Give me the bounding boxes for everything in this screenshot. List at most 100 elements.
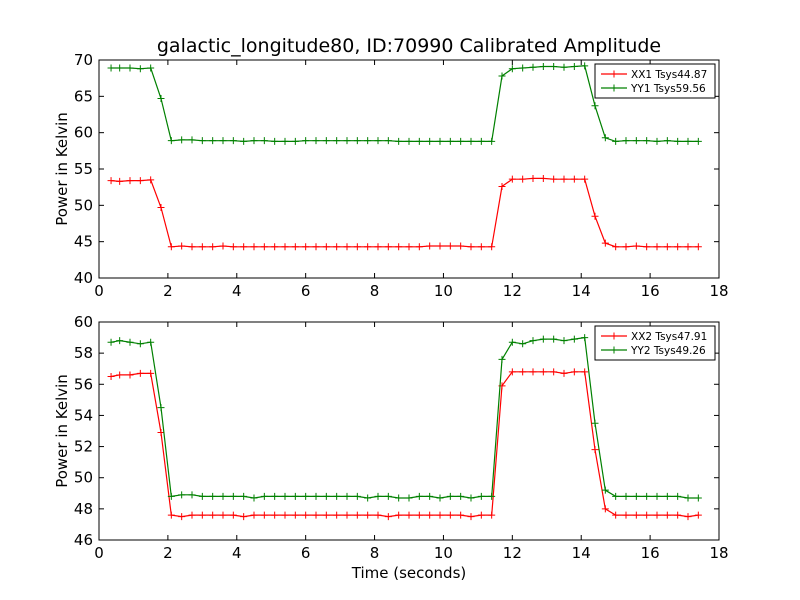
data-point <box>653 137 661 145</box>
legend-box <box>594 325 716 361</box>
data-point <box>467 513 475 521</box>
x-tick-label: 18 <box>709 544 728 562</box>
data-point <box>674 511 682 519</box>
data-point <box>643 511 651 519</box>
data-point <box>467 137 475 145</box>
data-point <box>157 204 165 212</box>
data-point <box>281 243 289 251</box>
data-point <box>240 243 248 251</box>
data-point <box>395 243 403 251</box>
data-point <box>653 492 661 500</box>
data-point <box>488 137 496 145</box>
data-point <box>126 64 134 72</box>
data-point <box>694 494 702 502</box>
data-point <box>229 511 237 519</box>
data-point <box>405 494 413 502</box>
data-point <box>550 335 558 343</box>
data-point <box>312 243 320 251</box>
data-point <box>107 64 115 72</box>
data-point <box>560 175 568 183</box>
data-point <box>550 368 558 376</box>
y-tick-label: 54 <box>74 406 93 424</box>
data-point <box>333 511 341 519</box>
legend-label: YY1 Tsys59.56 <box>630 83 706 95</box>
data-point <box>488 243 496 251</box>
data-point <box>271 492 279 500</box>
data-point <box>632 511 640 519</box>
data-point <box>612 511 620 519</box>
data-point <box>498 182 506 190</box>
data-point <box>384 137 392 145</box>
x-tick-label: 12 <box>503 544 522 562</box>
data-point <box>395 137 403 145</box>
y-tick-label: 60 <box>74 124 93 142</box>
data-point <box>529 174 537 182</box>
x-tick-label: 16 <box>641 282 660 300</box>
data-point <box>188 243 196 251</box>
data-point <box>591 102 599 110</box>
data-point <box>312 492 320 500</box>
data-point <box>632 137 640 145</box>
data-point <box>291 511 299 519</box>
data-point <box>322 511 330 519</box>
data-point <box>219 137 227 145</box>
data-point <box>694 511 702 519</box>
data-point <box>622 243 630 251</box>
data-point <box>147 176 155 184</box>
data-point <box>167 243 175 251</box>
data-point <box>415 492 423 500</box>
data-point <box>415 511 423 519</box>
data-point <box>508 175 516 183</box>
data-point <box>240 492 248 500</box>
data-point <box>488 511 496 519</box>
chart-title: galactic_longitude80, ID:70990 Calibrate… <box>157 35 661 57</box>
data-point <box>260 137 268 145</box>
y-tick-label: 56 <box>74 375 93 393</box>
data-point <box>436 242 444 250</box>
data-point <box>477 492 485 500</box>
x-tick-label: 8 <box>370 282 380 300</box>
data-point <box>684 243 692 251</box>
data-point <box>477 137 485 145</box>
data-point <box>260 492 268 500</box>
data-point <box>312 137 320 145</box>
data-point <box>436 511 444 519</box>
data-point <box>498 72 506 80</box>
legend: XX2 Tsys47.91 YY2 Tsys49.26 <box>594 325 716 361</box>
data-point <box>250 511 258 519</box>
data-point <box>643 137 651 145</box>
x-tick-label: 14 <box>572 282 591 300</box>
data-point <box>188 136 196 144</box>
y-tick-label: 70 <box>74 51 93 69</box>
data-point <box>570 63 578 71</box>
data-point <box>271 243 279 251</box>
data-point <box>188 491 196 499</box>
data-point <box>601 486 609 494</box>
y-tick-label: 50 <box>74 469 93 487</box>
data-point <box>663 137 671 145</box>
data-point <box>591 419 599 427</box>
x-tick-label: 6 <box>301 282 311 300</box>
data-point <box>353 511 361 519</box>
data-point <box>415 137 423 145</box>
data-point <box>136 340 144 348</box>
data-point <box>343 492 351 500</box>
data-point <box>147 369 155 377</box>
data-point <box>498 355 506 363</box>
data-point <box>116 337 124 345</box>
data-point <box>353 492 361 500</box>
data-point <box>198 137 206 145</box>
legend: XX1 Tsys44.87 YY1 Tsys59.56 <box>594 63 716 99</box>
legend-box <box>594 63 716 99</box>
legend-marker <box>610 70 618 78</box>
data-point <box>302 243 310 251</box>
data-point <box>467 494 475 502</box>
data-point <box>157 95 165 103</box>
data-point <box>219 492 227 500</box>
x-tick-label: 0 <box>94 282 104 300</box>
data-point <box>457 137 465 145</box>
data-point <box>601 134 609 142</box>
data-point <box>539 63 547 71</box>
data-point <box>539 368 547 376</box>
